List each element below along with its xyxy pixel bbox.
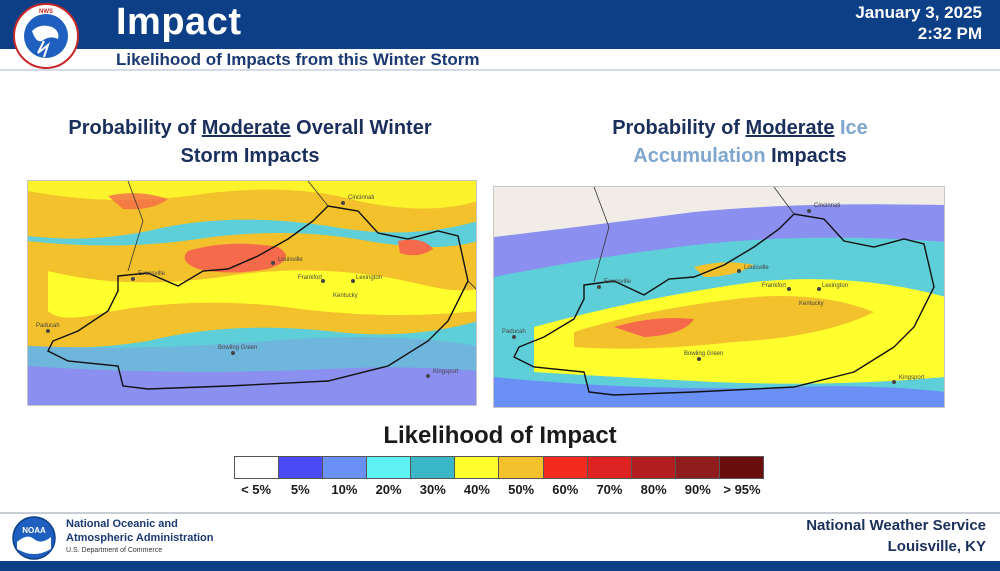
- office-name: National Weather Service: [806, 517, 986, 534]
- legend-swatch: [543, 457, 588, 478]
- legend-label: 70%: [596, 482, 623, 497]
- legend-swatch: [675, 457, 720, 478]
- city-label: Paducah: [502, 329, 526, 335]
- city-label: Bowling Green: [218, 345, 257, 351]
- legend-title: Likelihood of Impact: [383, 422, 617, 449]
- legend-label: 20%: [375, 482, 402, 497]
- right-panel-title: Probability of Moderate Ice Accumulation…: [520, 114, 960, 170]
- svg-text:NOAA: NOAA: [22, 526, 46, 535]
- right-title-accumulation: Accumulation: [633, 145, 766, 167]
- right-title-part-a: Probability of: [612, 117, 746, 139]
- city-label: Kingsport: [899, 375, 925, 381]
- city-label: Frankfort: [762, 283, 786, 289]
- city-label: Frankfort: [298, 275, 322, 281]
- noaa-name-line1: National Oceanic and: [66, 518, 178, 530]
- legend-label: 10%: [331, 482, 358, 497]
- legend-swatch: [455, 457, 500, 478]
- city-label: Paducah: [36, 323, 60, 329]
- header-bar: [0, 0, 1000, 49]
- bottom-band: [0, 561, 1000, 571]
- svg-text:NWS: NWS: [39, 9, 53, 15]
- overall-impact-map: Cincinnati Evansville Louisville Frankfo…: [27, 180, 477, 406]
- ice-accumulation-map: Cincinnati Evansville Louisville Frankfo…: [493, 186, 945, 408]
- legend-swatch: [499, 457, 544, 478]
- legend-swatch: [323, 457, 368, 478]
- right-title-impacts: Impacts: [765, 145, 847, 167]
- nws-logo-icon: NWS: [13, 3, 79, 69]
- city-label: Cincinnati: [814, 203, 840, 209]
- legend-label: 50%: [508, 482, 535, 497]
- city-label: Louisville: [744, 265, 769, 271]
- left-title-part-c: Overall Winter: [290, 117, 432, 139]
- left-panel-title: Probability of Moderate Overall Winter S…: [30, 114, 470, 170]
- issue-time: 2:32 PM: [917, 24, 982, 43]
- left-title-part-d: Storm Impacts: [180, 145, 320, 167]
- left-title-part-a: Probability of: [68, 117, 202, 139]
- legend-label: < 5%: [241, 482, 272, 497]
- city-label: Louisville: [278, 257, 303, 263]
- noaa-logo-icon: NOAA: [12, 516, 56, 560]
- legend-swatch: [587, 457, 632, 478]
- legend-labels: < 5% 5% 10% 20% 30% 40% 50% 60% 70% 80% 90% > 95%: [234, 482, 764, 497]
- legend-swatch: [411, 457, 456, 478]
- office-location: Louisville, KY: [887, 538, 986, 555]
- noaa-name-line2: Atmospheric Administration: [66, 532, 214, 544]
- legend-swatch: [367, 457, 412, 478]
- right-title-moderate: Moderate: [745, 117, 835, 139]
- city-label: Lexington: [822, 283, 848, 289]
- legend-label: 80%: [640, 482, 667, 497]
- legend-swatch: [719, 457, 763, 478]
- city-label: Kentucky: [799, 301, 824, 307]
- subheader-bar: [0, 49, 1000, 71]
- legend-label: 60%: [552, 482, 579, 497]
- city-label: Kentucky: [333, 293, 358, 299]
- city-label: Kingsport: [433, 369, 459, 375]
- legend-label: 90%: [684, 482, 711, 497]
- footer-divider: [0, 512, 1000, 514]
- legend-label: 30%: [419, 482, 446, 497]
- legend-swatch: [235, 457, 280, 478]
- legend-label: 40%: [463, 482, 490, 497]
- issue-date: January 3, 2025: [855, 3, 982, 22]
- page-subtitle: Likelihood of Impacts from this Winter S…: [116, 50, 480, 69]
- city-label: Cincinnati: [348, 195, 374, 201]
- page-title: Impact: [116, 1, 242, 43]
- city-label: Bowling Green: [684, 351, 723, 357]
- city-label: Evansville: [604, 279, 632, 285]
- left-title-moderate: Moderate: [201, 117, 291, 139]
- legend-label: > 95%: [723, 482, 761, 497]
- city-label: Lexington: [356, 275, 382, 281]
- noaa-department: U.S. Department of Commerce: [66, 547, 163, 554]
- city-label: Evansville: [138, 271, 166, 277]
- right-title-ice: Ice: [834, 117, 868, 139]
- legend-swatch: [631, 457, 676, 478]
- legend-color-bar: [234, 456, 764, 479]
- legend-swatch: [279, 457, 324, 478]
- legend-label: 5%: [290, 482, 310, 497]
